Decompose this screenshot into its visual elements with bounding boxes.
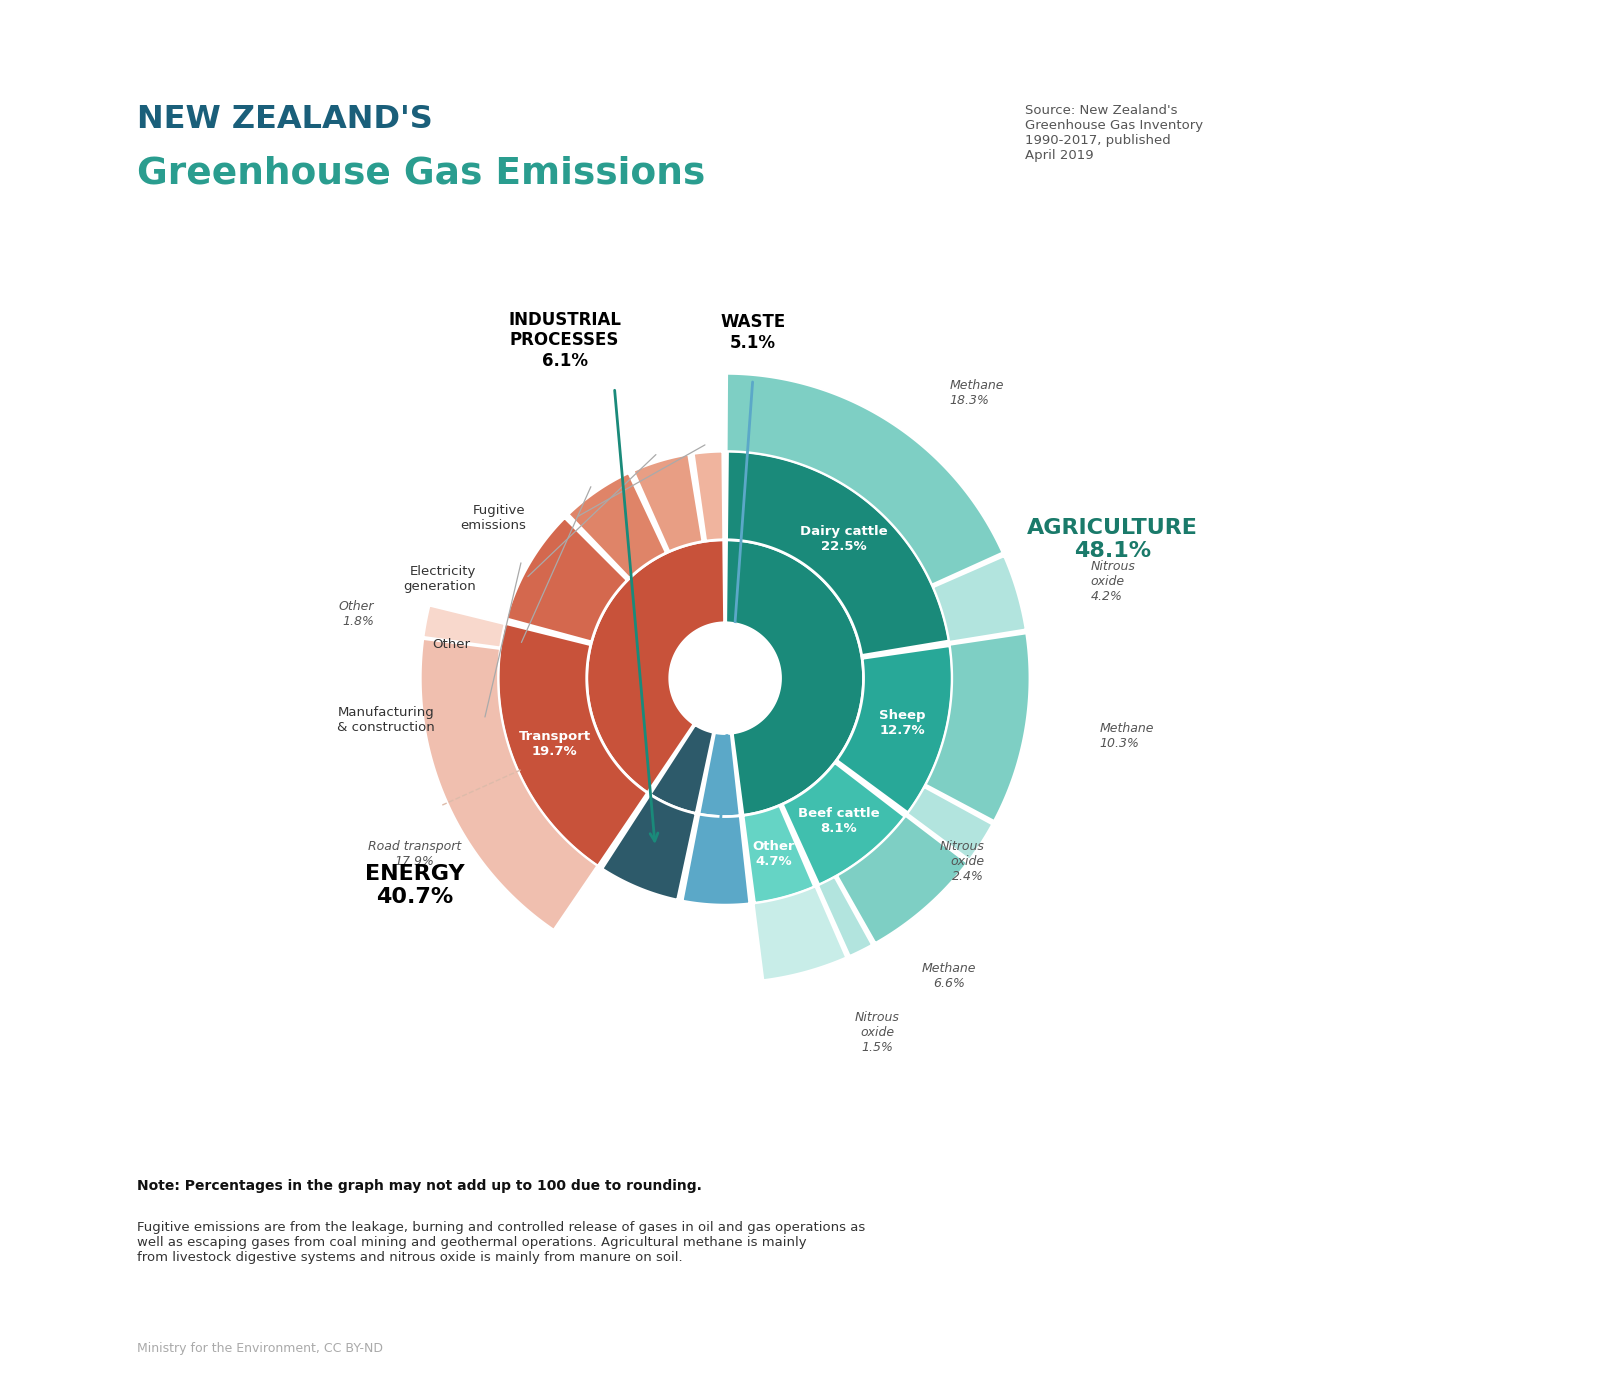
- Polygon shape: [907, 787, 993, 859]
- Text: Methane
10.3%: Methane 10.3%: [1099, 722, 1154, 750]
- Text: Other
4.7%: Other 4.7%: [752, 840, 794, 868]
- Text: Greenhouse Gas Emissions: Greenhouse Gas Emissions: [137, 155, 705, 191]
- Text: NEW ZEALAND'S: NEW ZEALAND'S: [137, 104, 433, 134]
- Polygon shape: [423, 606, 505, 648]
- Text: Fugitive
emissions: Fugitive emissions: [460, 504, 526, 531]
- Text: Note: Percentages in the graph may not add up to 100 due to rounding.: Note: Percentages in the graph may not a…: [137, 1179, 702, 1193]
- Polygon shape: [602, 794, 696, 900]
- Text: Ministry for the Environment, CC BY-ND: Ministry for the Environment, CC BY-ND: [137, 1342, 383, 1355]
- Text: Other: Other: [433, 638, 470, 652]
- Polygon shape: [726, 374, 1002, 584]
- Polygon shape: [694, 451, 723, 541]
- Polygon shape: [742, 805, 815, 904]
- Text: Methane
6.6%: Methane 6.6%: [922, 962, 976, 991]
- Polygon shape: [783, 763, 905, 884]
- Text: Dairy cattle
22.5%: Dairy cattle 22.5%: [801, 526, 888, 554]
- Polygon shape: [754, 886, 846, 980]
- Polygon shape: [507, 518, 628, 642]
- Text: Transport
19.7%: Transport 19.7%: [518, 729, 591, 757]
- Polygon shape: [683, 814, 751, 905]
- Text: WASTE
5.1%: WASTE 5.1%: [720, 313, 786, 352]
- Text: Nitrous
oxide
2.4%: Nitrous oxide 2.4%: [939, 840, 985, 883]
- Polygon shape: [568, 473, 667, 579]
- Polygon shape: [933, 556, 1027, 642]
- Polygon shape: [726, 451, 949, 656]
- Text: INDUSTRIAL
PROCESSES
6.1%: INDUSTRIAL PROCESSES 6.1%: [508, 310, 621, 371]
- Text: Sheep
12.7%: Sheep 12.7%: [880, 709, 925, 736]
- Text: Beef cattle
8.1%: Beef cattle 8.1%: [797, 807, 880, 836]
- Text: Electricity
generation: Electricity generation: [404, 565, 476, 592]
- Text: AGRICULTURE
48.1%: AGRICULTURE 48.1%: [1027, 518, 1198, 562]
- Text: Other
1.8%: Other 1.8%: [339, 601, 374, 628]
- Text: Methane
18.3%: Methane 18.3%: [949, 379, 1004, 407]
- Polygon shape: [925, 634, 1030, 821]
- Polygon shape: [726, 540, 863, 815]
- Polygon shape: [421, 639, 597, 930]
- Text: Nitrous
oxide
4.2%: Nitrous oxide 4.2%: [1091, 561, 1135, 603]
- Text: Fugitive emissions are from the leakage, burning and controlled release of gases: Fugitive emissions are from the leakage,…: [137, 1221, 865, 1264]
- Polygon shape: [838, 815, 967, 943]
- Polygon shape: [587, 540, 725, 793]
- Text: Road transport
17.9%: Road transport 17.9%: [368, 840, 462, 868]
- Polygon shape: [818, 877, 872, 956]
- Text: Nitrous
oxide
1.5%: Nitrous oxide 1.5%: [854, 1010, 899, 1053]
- Text: ENERGY
40.7%: ENERGY 40.7%: [365, 864, 465, 908]
- Text: Manufacturing
& construction: Manufacturing & construction: [337, 706, 434, 734]
- Circle shape: [670, 623, 781, 734]
- Polygon shape: [836, 646, 952, 812]
- Polygon shape: [650, 725, 713, 814]
- Polygon shape: [633, 454, 702, 552]
- Polygon shape: [499, 623, 647, 866]
- Polygon shape: [699, 732, 741, 817]
- Text: Source: New Zealand's
Greenhouse Gas Inventory
1990-2017, published
April 2019: Source: New Zealand's Greenhouse Gas Inv…: [1025, 104, 1202, 162]
